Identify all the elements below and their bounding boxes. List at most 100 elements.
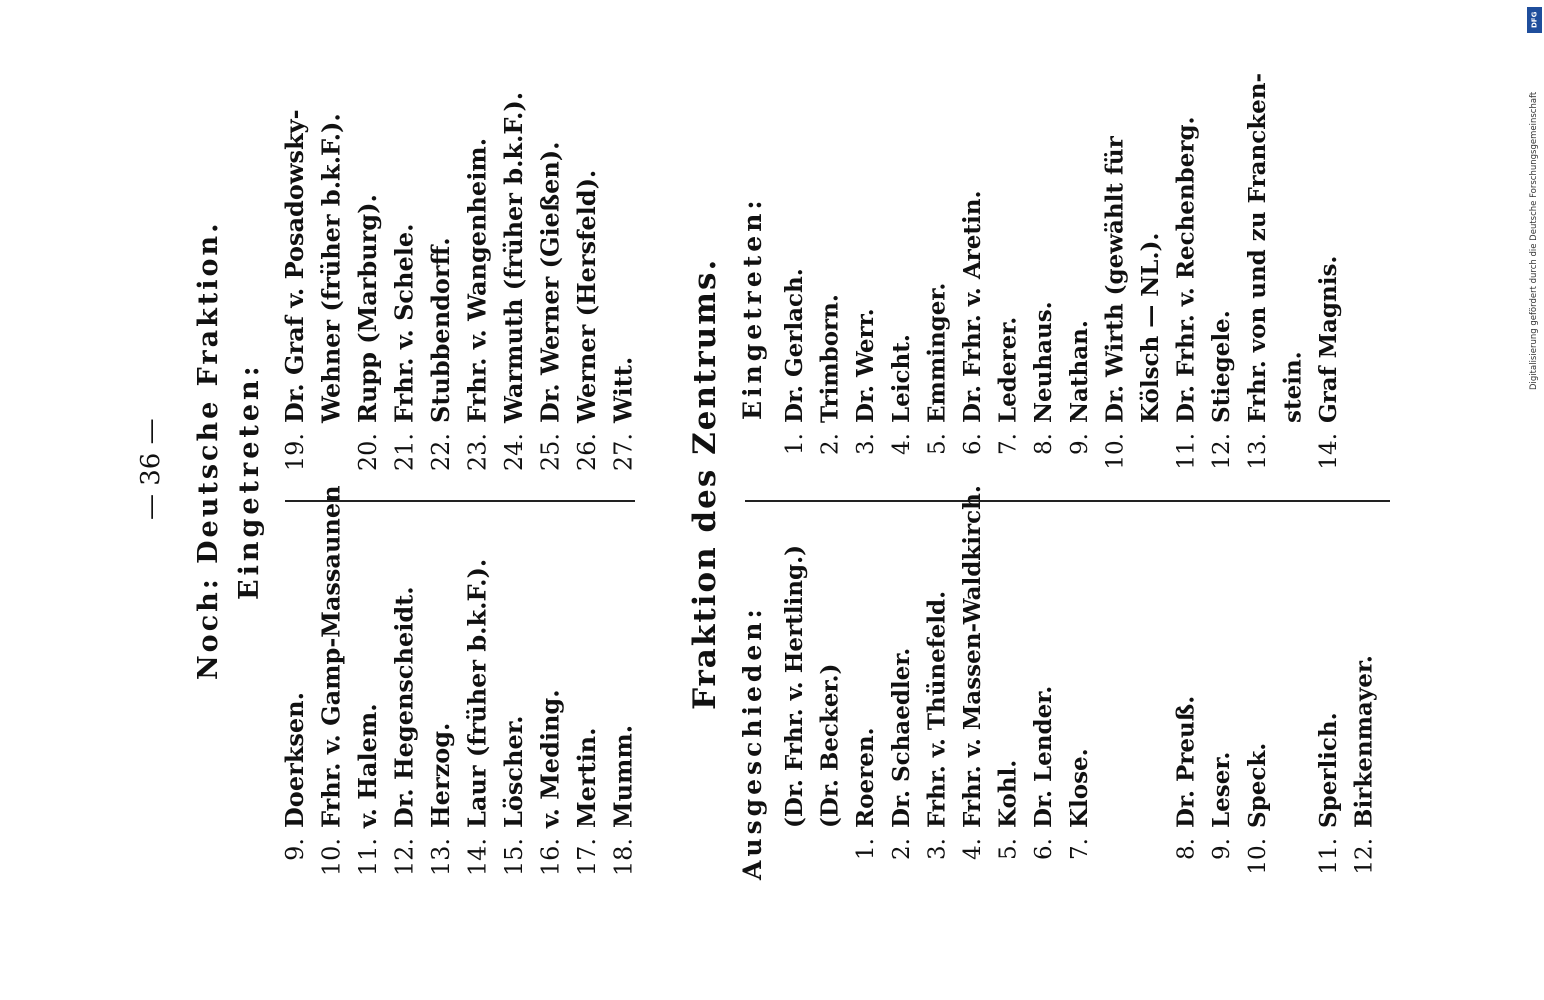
list-item-number: 13. xyxy=(1244,433,1271,470)
list-item-number: 9. xyxy=(1209,838,1236,860)
list-item-number: 3. xyxy=(924,838,951,860)
list-item: 22. Stubbendorff. xyxy=(426,237,455,475)
list-item: stein. xyxy=(1279,351,1306,475)
list-item: 5. Emminger. xyxy=(923,283,951,475)
digitization-credit: Digitalisierung gefördert durch die Deut… xyxy=(1529,91,1539,390)
list-item-number: 24. xyxy=(500,433,528,472)
list-item-name: Nathan. xyxy=(1065,320,1093,423)
list-item: 9. Nathan. xyxy=(1065,320,1093,475)
ausgeschieden-label: Ausgeschieden: xyxy=(738,605,767,880)
list-item-number: 16. xyxy=(536,838,565,877)
section-title-zentrum: Fraktion des Zentrums. xyxy=(687,257,723,710)
list-item-name: Mertin. xyxy=(572,727,601,829)
list-item-number: 1. xyxy=(782,433,808,455)
list-item: 3. Dr. Werr. xyxy=(852,308,880,475)
list-item-number: 2. xyxy=(888,838,915,860)
list-item-name: Werner (Hersfeld). xyxy=(572,169,601,423)
list-item: 13. Herzog. xyxy=(426,722,455,880)
list-item: 9. Leser. xyxy=(1208,751,1236,880)
list-item: 12. Birkenmayer. xyxy=(1350,655,1378,880)
list-item: 26. Werner (Hersfeld). xyxy=(572,169,601,475)
list-item-name: Dr. Frhr. v. Rechenberg. xyxy=(1172,116,1200,423)
list-item-name: (Dr. Frhr. v. Hertling.) xyxy=(781,545,808,828)
list-item-number: 17. xyxy=(573,838,601,877)
list-item-number: 5. xyxy=(995,838,1022,860)
list-item-name: Frhr. von und zu Francken- xyxy=(1243,72,1271,423)
list-item-number: 12. xyxy=(1209,433,1236,470)
list-item: 25. Dr. Werner (Gießen). xyxy=(535,141,565,476)
list-item-name: (Dr. Becker.) xyxy=(816,663,844,828)
list-item-number: 7. xyxy=(995,433,1022,455)
list-item: 6. Dr. Frhr. v. Aretin. xyxy=(959,190,986,475)
list-item-number: 6. xyxy=(960,433,986,455)
list-item: Wehner (früher b.k.F.). xyxy=(316,113,346,475)
list-item: 4. Leicht. xyxy=(887,334,915,475)
divider-zentrum xyxy=(745,500,1390,502)
list-item-name: Dr. Werr. xyxy=(852,308,880,423)
list-item-name: v. Halem. xyxy=(353,703,382,828)
list-item-name: Doerksen. xyxy=(280,692,309,828)
list-item: 11. Dr. Frhr. v. Rechenberg. xyxy=(1172,116,1200,475)
list-item-name: Stiegele. xyxy=(1208,310,1236,423)
list-item: 11. Sperlich. xyxy=(1315,712,1342,880)
list-item-name: Frhr. v. Thünefeld. xyxy=(923,590,951,828)
list-item-number: 15. xyxy=(500,838,528,877)
list-item: 7. Klose. xyxy=(1066,748,1093,880)
list-item-number: 5. xyxy=(924,433,951,455)
list-item-number: 23. xyxy=(463,433,492,472)
list-item: 9. Doerksen. xyxy=(280,692,309,880)
list-item: 5. Kohl. xyxy=(995,760,1022,880)
list-item-name: Dr. Hegenscheidt. xyxy=(389,586,419,828)
list-item: 1. Dr. Gerlach. xyxy=(781,268,808,475)
list-item-number: 10. xyxy=(1102,433,1129,470)
list-item: 15. Löscher. xyxy=(499,715,528,880)
list-item-number: 11. xyxy=(354,838,382,877)
list-item: 12. Dr. Hegenscheidt. xyxy=(389,586,419,880)
list-item-name: Dr. Schaedler. xyxy=(887,647,915,828)
list-item: 1. Roeren. xyxy=(852,727,880,880)
list-item-name: Herzog. xyxy=(426,722,455,828)
list-item-number: 6. xyxy=(1031,838,1058,860)
list-item: 14. Laur (früher b.k.F.). xyxy=(463,559,492,880)
list-item: 3. Frhr. v. Thünefeld. xyxy=(923,590,951,880)
list-item-name: Mumm. xyxy=(608,724,638,828)
list-item-name: Stubbendorff. xyxy=(426,237,455,423)
list-item: 2. Trimborn. xyxy=(816,294,844,475)
list-item: 2. Dr. Schaedler. xyxy=(887,647,915,880)
list-item xyxy=(1103,828,1126,880)
list-item-name: Frhr. v. Gamp-Massaunen xyxy=(316,485,346,828)
list-item-name: Sperlich. xyxy=(1315,712,1342,828)
list-item-number: 25. xyxy=(536,433,565,472)
list-item-name: Dr. Preuß. xyxy=(1172,695,1200,828)
list-item-name: Frhr. v. Wangenheim. xyxy=(462,137,492,423)
list-item-number: 3. xyxy=(853,433,880,455)
list-item-number: 27. xyxy=(609,433,638,472)
list-item-name: Leicht. xyxy=(887,334,915,423)
list-item-name: Dr. Gerlach. xyxy=(781,268,808,423)
eingetreten-label-deutsche: Eingetreten: xyxy=(234,362,265,600)
list-item: 18. Mumm. xyxy=(608,724,638,880)
list-item: 19. Dr. Graf v. Posadowsky- xyxy=(280,109,309,475)
list-item-number: 10. xyxy=(1244,838,1271,875)
list-item-name: Trimborn. xyxy=(816,294,844,423)
list-item: 8. Dr. Preuß. xyxy=(1172,695,1200,880)
list-item-name: Kölsch — NL.). xyxy=(1137,232,1164,423)
list-item: 14. Graf Magnis. xyxy=(1315,255,1342,475)
list-item-number: 14. xyxy=(463,838,492,877)
eingetreten-label-zentrum: Eingetreten: xyxy=(738,196,767,420)
list-item-name: Graf Magnis. xyxy=(1315,255,1342,423)
list-item-number: 1. xyxy=(853,838,880,860)
list-item: 21. Frhr. v. Schele. xyxy=(390,223,419,475)
list-item-name: Dr. Werner (Gießen). xyxy=(535,141,565,424)
list-item-name: Neuhaus. xyxy=(1030,301,1058,423)
list-item-name: Dr. Frhr. v. Aretin. xyxy=(959,190,986,423)
list-item-name: Roeren. xyxy=(852,727,880,828)
list-item-name: Birkenmayer. xyxy=(1350,655,1378,828)
list-item-name: Speck. xyxy=(1243,742,1271,828)
list-item-name: Wehner (früher b.k.F.). xyxy=(316,113,346,423)
list-item-number: 18. xyxy=(609,838,638,877)
list-item xyxy=(1139,828,1162,880)
list-item-name: Leser. xyxy=(1208,751,1236,828)
list-item-name: v. Meding. xyxy=(535,689,565,828)
list-item-name: Witt. xyxy=(608,356,638,423)
